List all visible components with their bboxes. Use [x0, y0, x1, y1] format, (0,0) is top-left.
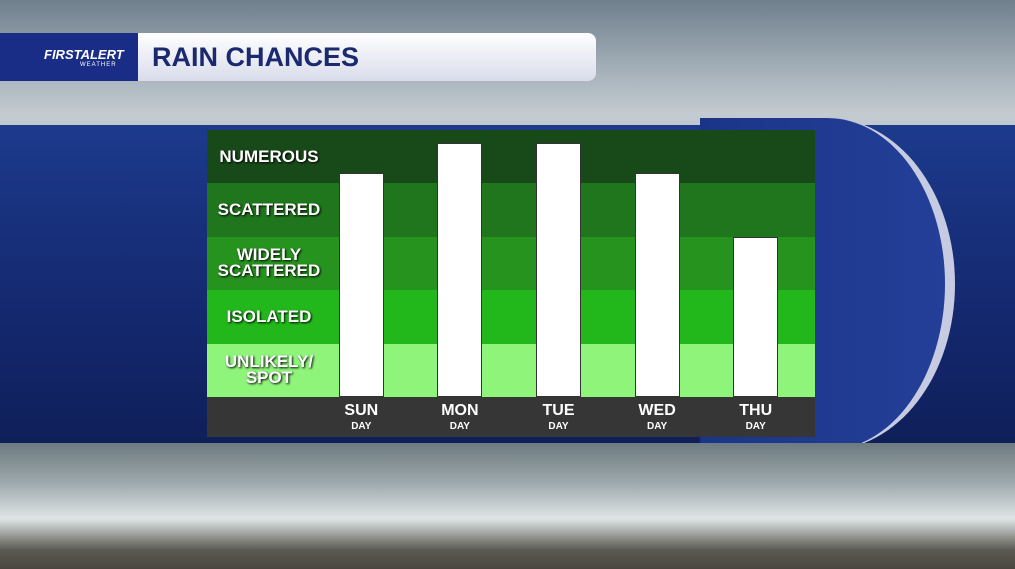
bar [634, 172, 680, 397]
x-tick-sublabel: DAY [646, 421, 668, 432]
level-label: SCATTERED [217, 200, 321, 220]
x-tick-label: WED [638, 402, 676, 419]
brand-name: FIRSTALERT [44, 47, 124, 62]
chart: UNLIKELY/ SPOT ISOLATED WIDELY SCATTERED SC… [207, 130, 815, 437]
level-band [207, 183, 815, 237]
level-band [207, 343, 815, 397]
level-label: NUMEROUS [219, 146, 319, 166]
level-band [207, 236, 815, 291]
logo [0, 33, 138, 81]
chart-title: RAIN CHANCES [152, 42, 360, 72]
x-tick-sublabel: DAY [351, 421, 372, 432]
x-tick-label: TUE [542, 402, 575, 419]
x-tick-sublabel: DAY [745, 421, 766, 432]
level-band [207, 130, 815, 184]
x-tick-label: MON [441, 402, 479, 419]
level-label: WIDELY SCATTERED [217, 245, 321, 281]
x-tick-label: SUN [344, 402, 379, 419]
bar [536, 143, 581, 397]
bar [437, 143, 483, 397]
brand-sub: WEATHER [80, 62, 117, 68]
x-axis-row [207, 397, 815, 437]
x-tick-sublabel: DAY [449, 421, 470, 432]
background-sea [0, 443, 1015, 569]
bar [338, 172, 384, 397]
level-label: UNLIKELY/ SPOT [224, 352, 314, 388]
x-tick-sublabel: DAY [548, 421, 569, 432]
bar [733, 236, 779, 397]
level-band [207, 290, 815, 344]
x-tick-label: THU [739, 402, 773, 419]
level-label: ISOLATED [226, 306, 312, 326]
